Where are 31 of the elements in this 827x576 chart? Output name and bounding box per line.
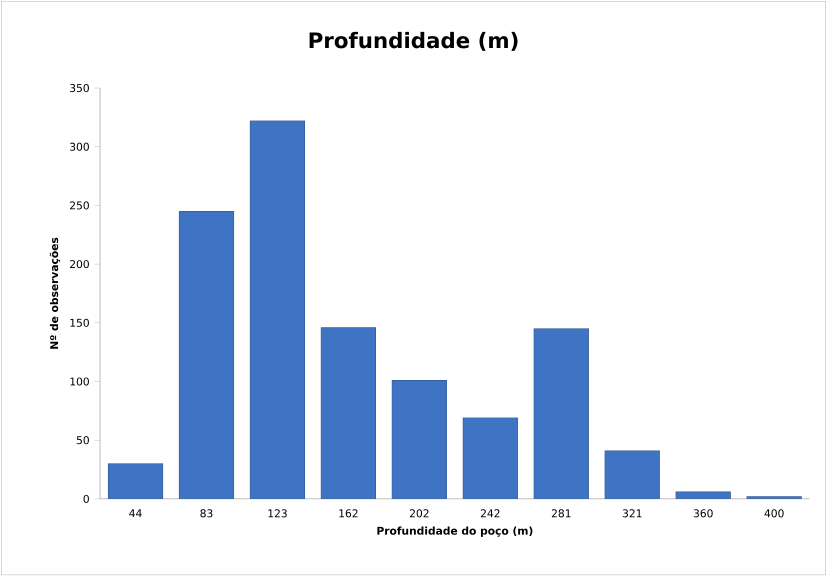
bar: [250, 120, 306, 499]
y-tick-label: 350: [70, 84, 89, 92]
x-tick-label: 123: [268, 509, 287, 518]
bar: [178, 210, 234, 499]
y-tick-label: 300: [70, 142, 89, 151]
chart-title: Profundidade (m): [310, 32, 518, 51]
y-tick-label: 0: [84, 494, 89, 503]
y-tick-label: 100: [70, 377, 89, 386]
x-tick-label: 162: [339, 509, 358, 518]
bar: [534, 328, 589, 499]
bar: [320, 327, 376, 499]
bar: [604, 450, 660, 499]
bar: [746, 496, 802, 499]
x-tick-label: 242: [480, 509, 500, 518]
y-tick-label: 50: [76, 436, 89, 444]
bar: [392, 380, 447, 499]
x-axis-title: Profundidade do poço (m): [377, 526, 532, 537]
bar: [462, 418, 518, 499]
x-tick-label: 202: [410, 509, 428, 518]
y-axis-title: Nº de observações: [50, 238, 60, 349]
y-tick-label: 150: [70, 318, 89, 327]
x-tick-label: 360: [694, 509, 713, 518]
x-tick-label: 44: [129, 509, 142, 517]
bar: [676, 491, 731, 499]
x-tick-label: 281: [552, 509, 570, 518]
bar: [108, 463, 164, 499]
x-tick-label: 321: [622, 509, 642, 518]
y-tick-label: 200: [70, 260, 89, 268]
x-tick-label: 83: [200, 509, 212, 518]
x-tick-label: 400: [764, 509, 784, 518]
y-tick-label: 250: [70, 201, 89, 210]
